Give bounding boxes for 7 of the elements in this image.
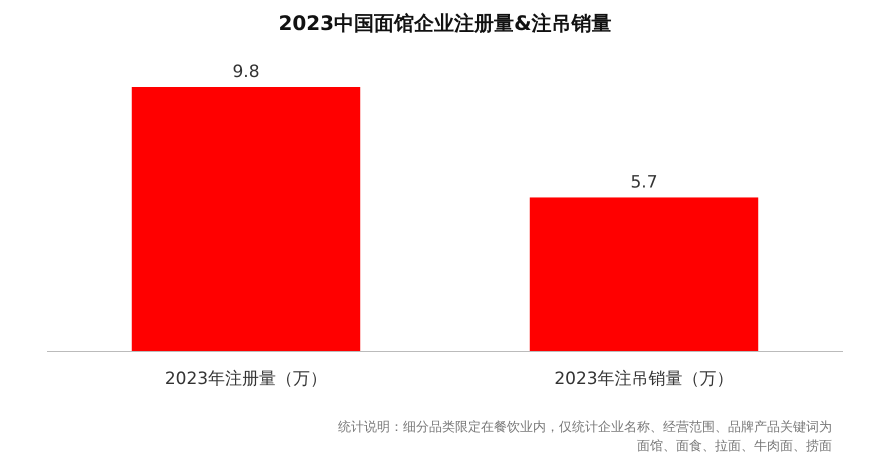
x-tick-label: 2023年注吊销量（万）	[554, 369, 734, 389]
text: 统计说明：细分品类限定在餐饮业内，仅统计企业名称、经营范围、品牌产品关键词为	[338, 420, 832, 435]
data-label: 5.7	[630, 172, 658, 192]
x-tick-label: 2023年注册量（万）	[164, 369, 328, 389]
chart-title: 2023中国面馆企业注册量&注吊销量	[278, 11, 612, 35]
text: 面馆、面食、拉面、牛肉面、捞面	[637, 439, 832, 454]
data-label: 9.8	[232, 62, 260, 82]
